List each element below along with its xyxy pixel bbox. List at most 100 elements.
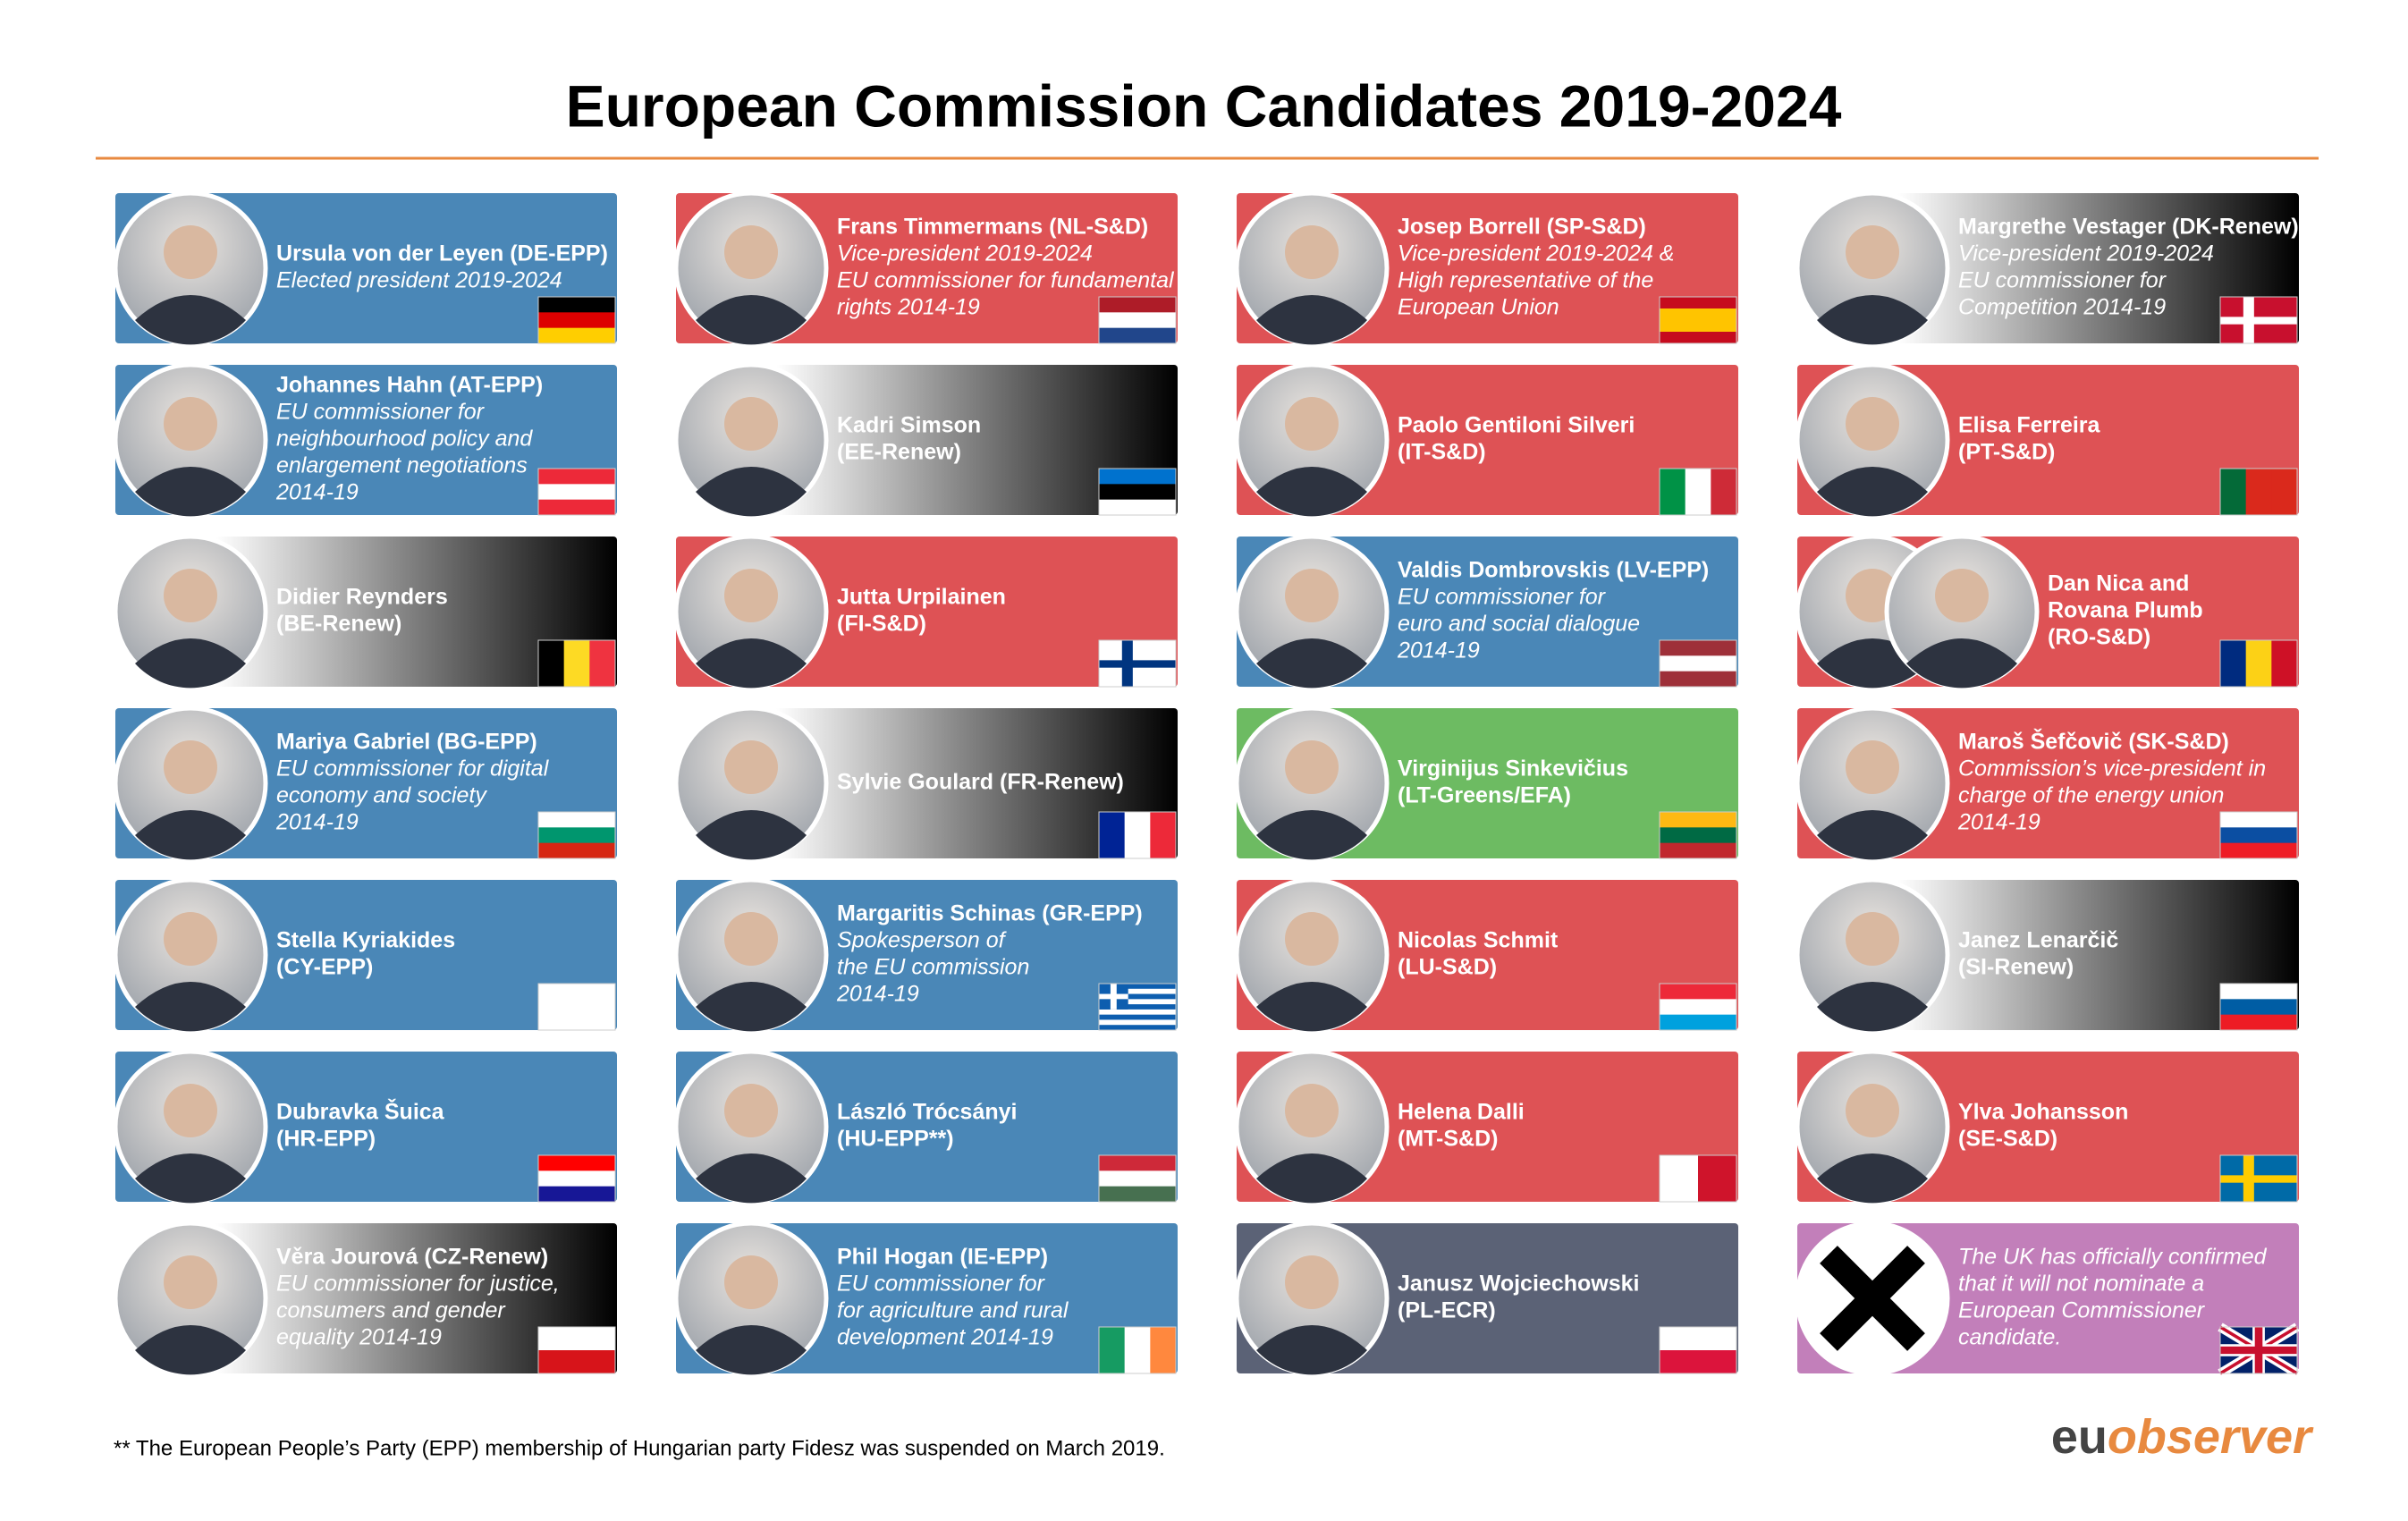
candidate-description: 2014-19 (836, 982, 919, 1007)
candidate-name: Dubravka Šuica (276, 1098, 445, 1125)
candidate-description: 2014-19 (1397, 638, 1480, 663)
flag-part (1099, 1014, 1176, 1020)
candidate-name: (LT-Greens/EFA) (1398, 783, 1571, 808)
candidate-name: Didier Reynders (276, 585, 448, 610)
candidate-name: Ursula von der Leyen (DE-EPP) (276, 241, 608, 266)
flag (1659, 1326, 1737, 1374)
candidate-description: EU commissioner for (1398, 585, 1607, 610)
flag-part (1099, 327, 1176, 344)
flag-part (538, 1327, 615, 1351)
candidate-name: Margaritis Schinas (GR-EPP) (837, 901, 1143, 926)
photo-head (724, 1084, 778, 1137)
photo-head (1846, 1084, 1899, 1137)
photo-head (1285, 225, 1339, 279)
photo-head (1846, 397, 1899, 451)
card: Maroš Šefčovič (SK-S&D)Commission’s vice… (1795, 706, 2299, 861)
title: European Commission Candidates 2019-2024 (566, 72, 1842, 139)
candidate-name: Rovana Plumb (2048, 598, 2203, 623)
flag-border (537, 811, 616, 859)
flag (1098, 811, 1177, 859)
flag-part (1099, 312, 1176, 329)
candidate-name: Phil Hogan (IE-EPP) (837, 1245, 1048, 1270)
candidate-description: Competition 2014-19 (1958, 295, 2166, 320)
flag-part (1099, 1186, 1176, 1203)
card: Phil Hogan (IE-EPP)EU commissioner forfo… (673, 1221, 1178, 1376)
flag (1098, 296, 1177, 344)
flag-border (1098, 811, 1177, 859)
flag-border (2219, 296, 2298, 344)
candidate-name: (IT-S&D) (1398, 440, 1486, 465)
flag-border (537, 296, 616, 344)
candidate-name: Johannes Hahn (AT-EPP) (276, 373, 543, 398)
candidate-name: Paolo Gentiloni Silveri (1398, 413, 1635, 438)
candidate-name: (EE-Renew) (837, 440, 961, 465)
flag-part (538, 1155, 615, 1171)
photo-head (1285, 397, 1339, 451)
flag-part (1124, 812, 1151, 858)
flag-part (538, 640, 565, 687)
photo-body (1817, 810, 1928, 860)
candidate-description: High representative of the (1398, 268, 1653, 293)
photo-body (135, 467, 246, 517)
photo-head (164, 569, 217, 622)
flag-part (2245, 640, 2272, 687)
photo-body (135, 810, 246, 860)
photo-body (1906, 638, 2017, 689)
photo-body (1256, 1325, 1367, 1375)
candidate-name: (HR-EPP) (276, 1127, 376, 1152)
flag-border (1659, 983, 1737, 1031)
flag-part (2220, 1175, 2297, 1183)
photo-body (696, 982, 807, 1032)
photo-body (1817, 1153, 1928, 1204)
flag-part (1660, 999, 1736, 1016)
card: Věra Jourová (CZ-Renew)EU commissioner f… (113, 1221, 617, 1376)
photo-head (724, 569, 778, 622)
photo-head (164, 225, 217, 279)
card: Janez Lenarčič(SI-Renew) (1795, 877, 2299, 1033)
flag-part (2271, 469, 2298, 515)
flag (537, 639, 616, 688)
candidate-description: euro and social dialogue (1398, 612, 1640, 637)
flag (1659, 1154, 1737, 1203)
photo-body (1817, 295, 1928, 345)
flag-part (1099, 660, 1176, 668)
candidate-name: (PL-ECR) (1398, 1298, 1496, 1323)
flag-border (1098, 296, 1177, 344)
candidate-description: European Union (1398, 295, 1559, 320)
flag-part (538, 1350, 615, 1374)
card: Margaritis Schinas (GR-EPP)Spokesperson … (673, 877, 1178, 1033)
flag (1659, 296, 1737, 344)
candidate-description: neighbourhood policy and (276, 427, 533, 452)
candidate-name: Maroš Šefčovič (SK-S&D) (1958, 728, 2229, 755)
flag-border (537, 639, 616, 688)
candidate-description: consumers and gender (276, 1298, 506, 1323)
card: Mariya Gabriel (BG-EPP)EU commissioner f… (113, 706, 617, 861)
flag-part (1660, 671, 1736, 688)
flag-part (2220, 1346, 2297, 1355)
flag-part (1660, 320, 1736, 333)
flag-border (537, 1326, 616, 1374)
flag-part (2271, 640, 2298, 687)
flag-part (538, 297, 615, 313)
flag-border (2219, 468, 2298, 516)
photo-body (1256, 295, 1367, 345)
candidate-description: 2014-19 (275, 480, 359, 505)
flag-part (2220, 984, 2297, 1000)
logo-eu: eu (2051, 1410, 2108, 1464)
flag (1659, 811, 1737, 859)
candidate-description: Vice-president 2019-2024 & (1398, 241, 1674, 266)
flag-part (1099, 999, 1176, 1005)
flag-border (1659, 468, 1737, 516)
photo-body (135, 1325, 246, 1375)
flag-part (1099, 812, 1126, 858)
photo-body (1256, 638, 1367, 689)
flag-part (2220, 812, 2297, 828)
photo-head (1285, 740, 1339, 794)
flag-part (1099, 988, 1176, 995)
flag-part (1660, 842, 1736, 859)
logo-observer: observer (2108, 1410, 2314, 1464)
flag-part (1660, 297, 1736, 309)
flag (2219, 983, 2298, 1031)
candidate-description: EU commissioner for (276, 400, 486, 425)
